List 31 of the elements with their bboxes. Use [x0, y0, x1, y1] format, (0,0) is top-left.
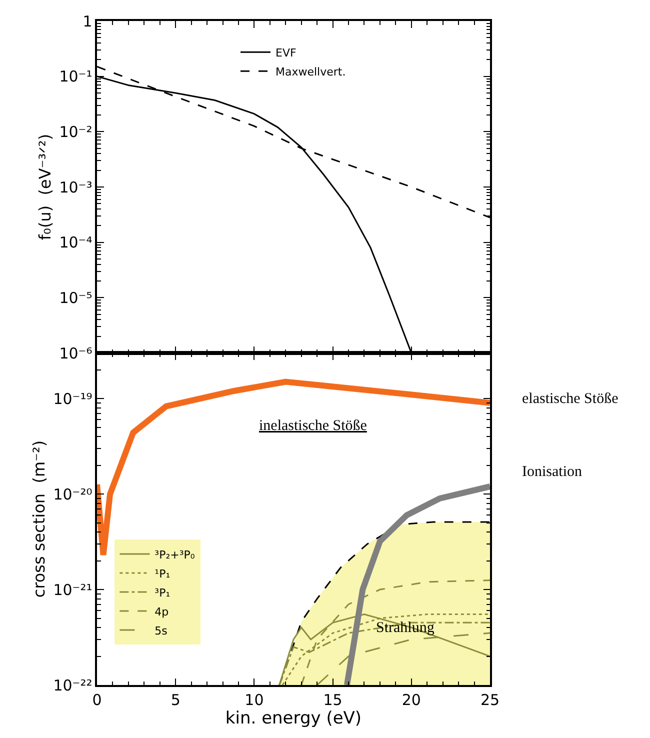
y-tick-label: 10⁻¹⁹	[53, 390, 92, 408]
y-tick-label: 10⁻²¹	[53, 580, 92, 599]
x-tick-label: 5	[170, 690, 180, 709]
text: elastische Stöße	[522, 391, 619, 407]
y-axis-title: cross section (m⁻²)	[30, 440, 49, 598]
annotation: inelastische Stöße	[259, 418, 368, 434]
annotation: Strahlung	[376, 620, 435, 636]
legend-label: ³P₁	[154, 586, 170, 600]
legend-label: ³P₂+³P₀	[154, 548, 196, 562]
y-tick-label: 10⁻²²	[53, 676, 92, 694]
legend-label: 5s	[154, 624, 168, 638]
y-tick-label: 1	[82, 12, 92, 30]
x-tick-label: 15	[323, 690, 342, 709]
text: Ionisation	[522, 464, 582, 480]
y-tick-label: 10⁻⁵	[59, 288, 92, 307]
x-axis-title: kin. energy (eV)	[225, 708, 362, 729]
y-tick-label: 10⁻²⁰	[53, 485, 92, 504]
y-tick-label: 10⁻²	[59, 122, 92, 141]
y-axis-title: f₀(u) (eV⁻³ᐟ²)	[36, 134, 55, 240]
legend-label: EVF	[276, 46, 296, 60]
y-tick-label: 10⁻⁴	[59, 234, 92, 252]
legend-label: 4p	[154, 605, 169, 618]
x-tick-label: 25	[480, 690, 500, 709]
x-tick-label: 20	[402, 690, 421, 709]
x-tick-label: 10	[244, 690, 264, 709]
y-tick-label: 10⁻⁶	[59, 344, 92, 362]
legend-label: ¹P₁	[154, 567, 170, 580]
y-tick-label: 10⁻³	[59, 178, 92, 196]
y-tick-label: 10⁻¹	[59, 68, 92, 86]
legend-label: Maxwellvert.	[276, 65, 346, 78]
x-tick-label: 0	[92, 690, 102, 709]
